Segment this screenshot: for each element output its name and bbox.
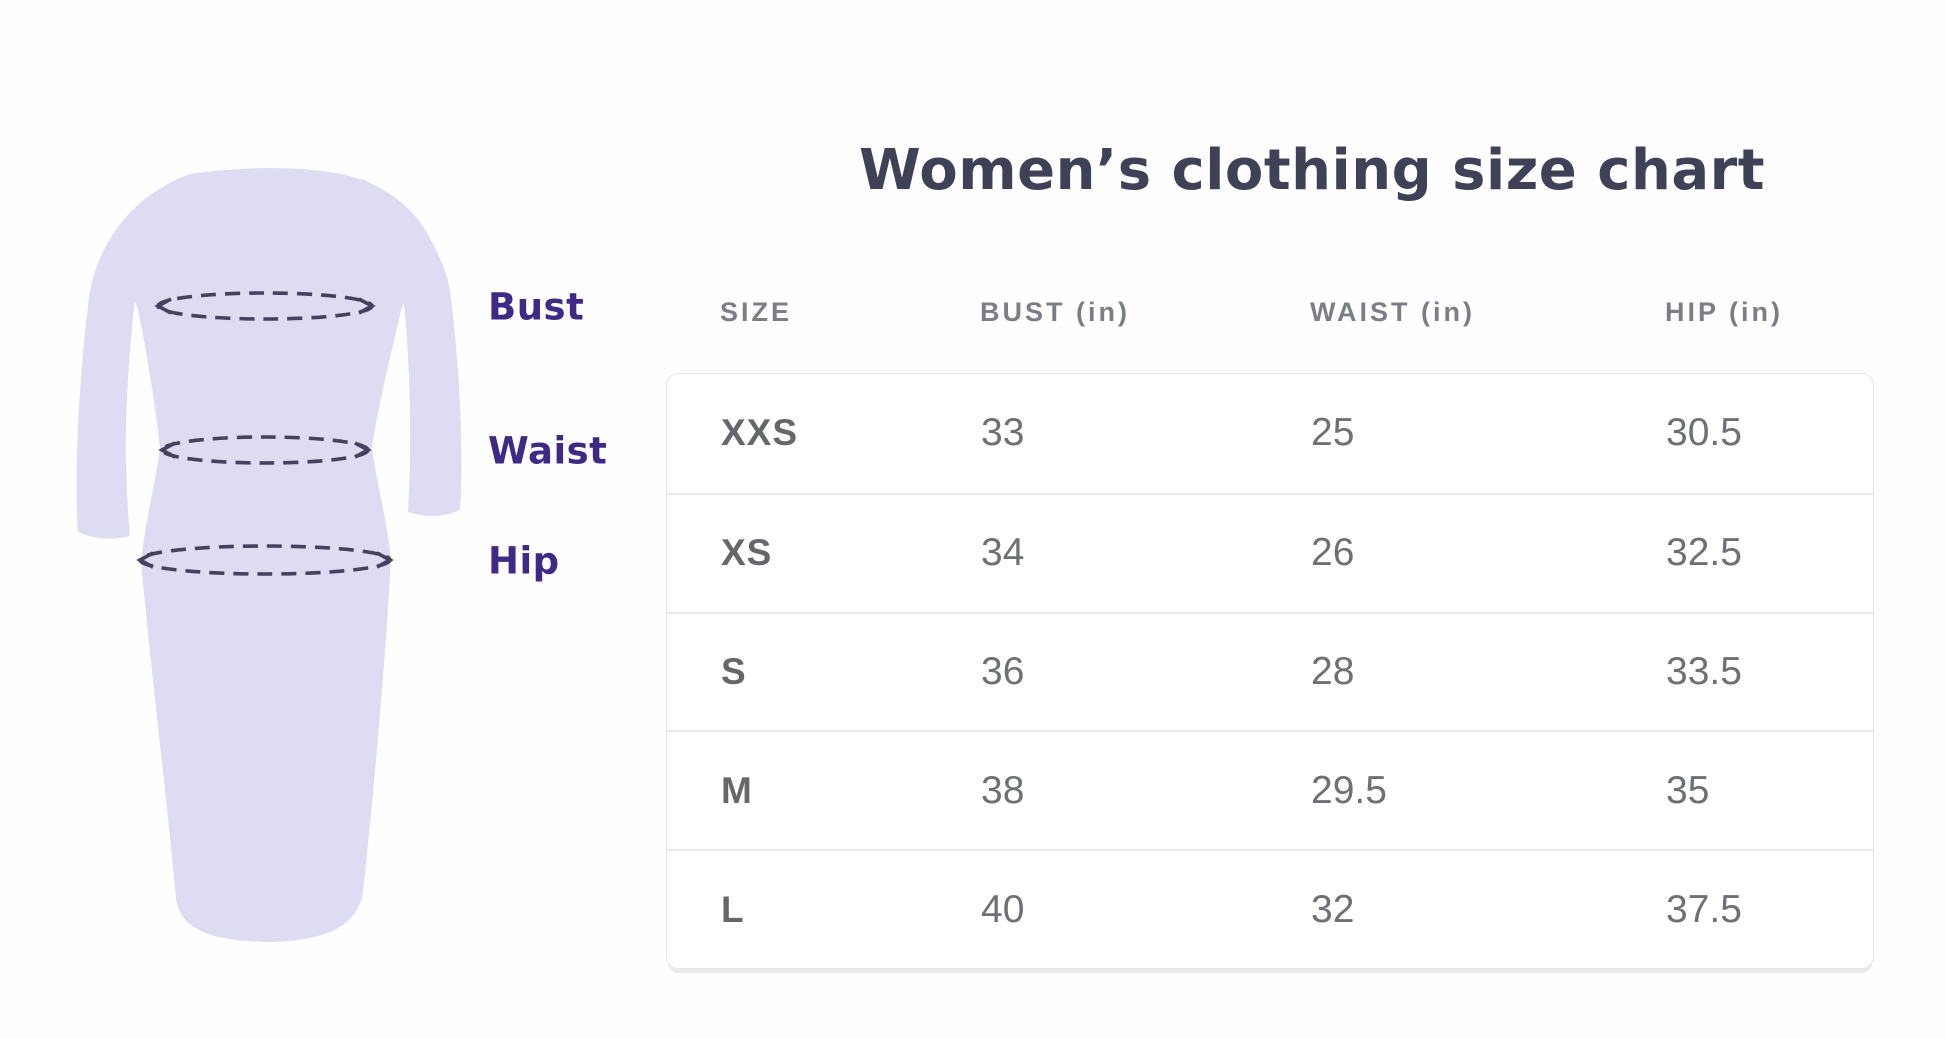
hip-cell: 32.5 (1666, 531, 1742, 575)
column-header-hip: HIP (in) (1665, 296, 1783, 327)
bust-cell: 34 (981, 531, 1025, 575)
table-row: XXS 33 25 30.5 (667, 374, 1873, 493)
bust-cell: 38 (981, 768, 1025, 812)
waist-cell: 26 (1311, 531, 1355, 575)
table-row: L 40 32 37.5 (667, 849, 1873, 968)
waist-cell: 28 (1311, 649, 1355, 693)
size-cell: L (721, 888, 745, 930)
size-cell: M (721, 769, 753, 811)
bust-cell: 33 (981, 411, 1025, 455)
size-cell: XXS (721, 412, 799, 454)
dress-right-sleeve-shape (360, 178, 462, 517)
waist-cell: 32 (1311, 887, 1355, 931)
hip-cell: 33.5 (1666, 649, 1742, 693)
table-row: M 38 29.5 35 (667, 730, 1873, 849)
waist-label: Waist (488, 429, 608, 473)
size-table-header: SIZE BUST (in) WAIST (in) HIP (in) (666, 294, 1874, 330)
bust-cell: 36 (981, 649, 1025, 693)
waist-cell: 25 (1311, 411, 1355, 455)
size-cell: XS (721, 532, 773, 574)
column-header-bust: BUST (in) (980, 296, 1130, 327)
column-header-size: SIZE (720, 296, 793, 327)
size-table: XXS 33 25 30.5 XS 34 26 32.5 S 36 28 33.… (666, 373, 1874, 969)
bust-cell: 40 (981, 887, 1025, 931)
hip-cell: 35 (1666, 768, 1710, 812)
waist-arrow-tips (158, 441, 372, 459)
dress-illustration (76, 168, 462, 942)
hip-cell: 37.5 (1666, 887, 1742, 931)
table-row: S 36 28 33.5 (667, 611, 1873, 731)
hip-cell: 30.5 (1666, 411, 1742, 455)
table-row: XS 34 26 32.5 (667, 492, 1873, 612)
bust-label: Bust (488, 285, 585, 329)
hip-label: Hip (488, 539, 560, 583)
size-cell: S (721, 650, 747, 692)
hip-arrow-tips (136, 551, 394, 569)
dress-body-shape (110, 168, 430, 942)
dress-left-sleeve-shape (76, 178, 180, 539)
column-header-waist: WAIST (in) (1310, 296, 1475, 327)
waist-cell: 29.5 (1311, 768, 1387, 812)
bust-arrow-tips (154, 297, 376, 315)
page-title: Women’s clothing size chart (858, 138, 1766, 203)
